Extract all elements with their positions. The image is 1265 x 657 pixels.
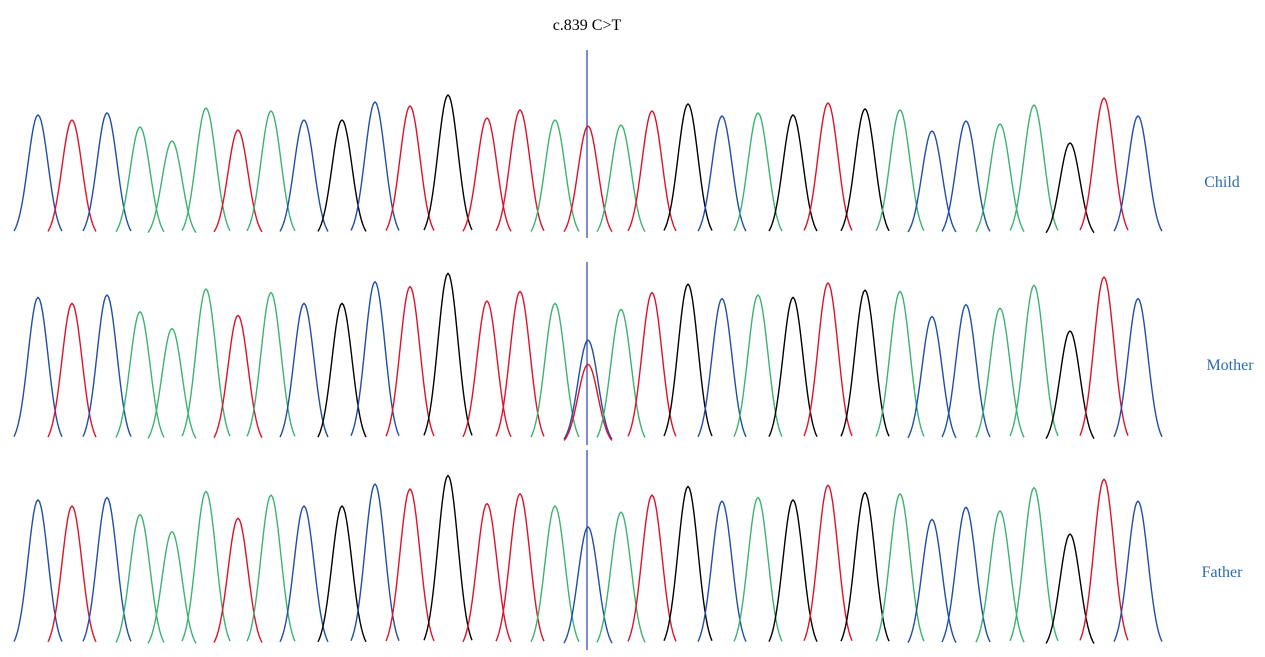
trace-peak (908, 520, 956, 643)
trace-peak (463, 118, 511, 231)
trace-peak (148, 329, 196, 439)
trace-peak (424, 95, 472, 230)
trace-peak (182, 491, 230, 641)
trace-peak (628, 111, 676, 231)
trace-peak (247, 111, 295, 231)
sample-label: Mother (1206, 357, 1254, 374)
trace-peak (1114, 116, 1162, 231)
trace-peak (463, 301, 511, 437)
page: c.839 C>T Child Mother Father (() => { c… (0, 0, 1265, 652)
trace-peak (214, 130, 262, 232)
trace-peak (148, 141, 196, 233)
trace-peak (116, 312, 164, 438)
trace-peak (698, 299, 746, 437)
trace-peak (280, 120, 328, 231)
trace-peak (318, 120, 366, 231)
mutation-label: c.839 C>T (553, 17, 622, 34)
trace-peak (976, 124, 1024, 232)
trace-peak (976, 308, 1024, 437)
trace-peak (424, 476, 472, 641)
trace-peak (182, 289, 230, 436)
trace-peak (564, 527, 612, 643)
trace-peak (247, 293, 295, 437)
trace-peak (908, 317, 956, 438)
trace-peak (597, 125, 645, 232)
trace-peak (214, 315, 262, 437)
trace-peak (628, 495, 676, 641)
trace-peak (182, 108, 230, 231)
trace-peak (280, 506, 328, 642)
chromatogram-figure: c.839 C>T Child Mother Father (0, 0, 1265, 652)
trace-peak (597, 512, 645, 642)
trace-peak (280, 303, 328, 437)
trace-peak (424, 273, 472, 435)
trace-peak (148, 532, 196, 644)
trace-peak (463, 504, 511, 642)
trace-peak (564, 126, 612, 232)
trace-peak (908, 131, 956, 232)
sample-label: Child (1204, 174, 1240, 191)
trace-peak (976, 511, 1024, 642)
sample-label: Father (1202, 564, 1244, 581)
trace-peak (318, 303, 366, 437)
trace-peak (247, 495, 295, 641)
trace-peak (318, 506, 366, 642)
trace-peak (628, 293, 676, 437)
trace-peak (214, 518, 262, 642)
trace-peak (1114, 299, 1162, 437)
trace-peak (116, 515, 164, 643)
trace-peak (698, 116, 746, 231)
trace-peak (698, 501, 746, 641)
trace-peak (1114, 501, 1162, 641)
trace-peak (116, 127, 164, 232)
